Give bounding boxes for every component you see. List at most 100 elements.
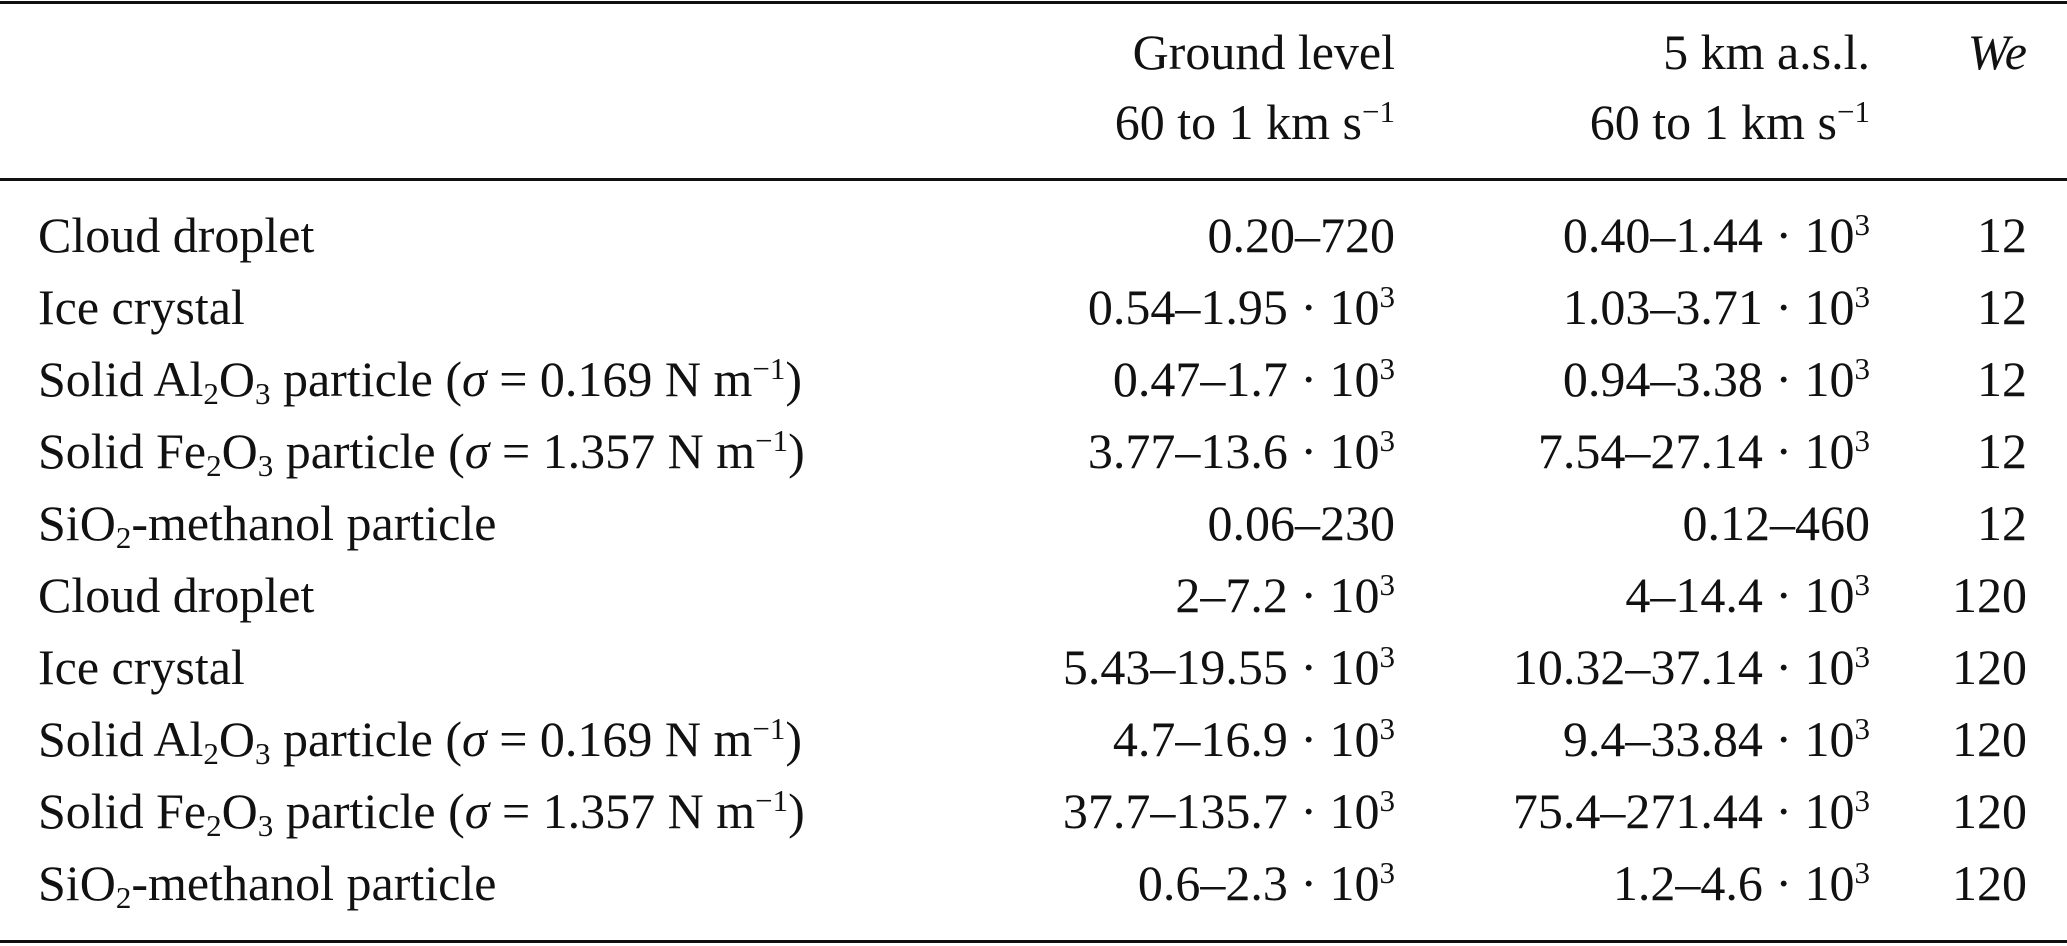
label-exp: −1 — [752, 710, 786, 746]
ground-level-value: 3.77–13.6 · 103 — [1088, 421, 1395, 488]
altitude-base: 1.03–3.71 · 10 — [1562, 279, 1855, 335]
row-label: Solid Fe2O3 particle (σ = 1.357 N m−1) — [38, 781, 805, 848]
label-prefix: Solid Al — [38, 711, 204, 767]
header-ground-exp: −1 — [1362, 93, 1395, 129]
label-exp: −1 — [755, 422, 789, 458]
altitude-base: 0.12–460 — [1682, 495, 1871, 551]
label-close: ) — [785, 351, 803, 407]
altitude-value: 1.03–3.71 · 103 — [1563, 277, 1870, 344]
label-sub2: 3 — [257, 447, 274, 483]
ground-exp: 3 — [1379, 566, 1396, 602]
header-ground-line2: 60 to 1 km s−1 — [1115, 92, 1395, 159]
altitude-base: 9.4–33.84 · 10 — [1562, 711, 1855, 767]
label-close: ) — [788, 423, 805, 479]
header-altitude-unit: 60 to 1 km s — [1589, 94, 1838, 150]
header-altitude-line1: 5 km a.s.l. — [1663, 24, 1870, 80]
label-exp: −1 — [755, 782, 789, 818]
bottom-rule — [0, 940, 2067, 943]
header-ground-line1: Ground level — [1132, 24, 1395, 80]
label-suffix: particle ( — [273, 423, 465, 479]
altitude-base: 10.32–37.14 · 10 — [1512, 639, 1855, 695]
label-sub1: 2 — [206, 447, 222, 483]
ground-level-value: 0.54–1.95 · 103 — [1088, 277, 1395, 344]
ground-base: 5.43–19.55 · 10 — [1062, 639, 1380, 695]
altitude-base: 75.4–271.44 · 10 — [1512, 783, 1855, 839]
label-prefix: Solid Fe — [38, 783, 207, 839]
altitude-base: 1.2–4.6 · 10 — [1612, 855, 1855, 911]
altitude-value: 7.54–27.14 · 103 — [1538, 421, 1870, 488]
ground-base: 4.7–16.9 · 10 — [1112, 711, 1380, 767]
altitude-exp: 3 — [1854, 278, 1871, 314]
altitude-value: 0.12–460 — [1683, 493, 1871, 560]
ground-level-value: 0.47–1.7 · 103 — [1113, 349, 1395, 416]
ground-exp: 3 — [1379, 638, 1396, 674]
altitude-value: 75.4–271.44 · 103 — [1513, 781, 1870, 848]
label-sigma: σ — [462, 351, 487, 407]
ground-exp: 3 — [1379, 854, 1396, 890]
altitude-exp: 3 — [1854, 854, 1871, 890]
ground-exp: 3 — [1379, 278, 1396, 314]
label-sub1: 2 — [203, 375, 219, 411]
altitude-exp: 3 — [1854, 422, 1871, 458]
weber-number: 120 — [1952, 783, 2027, 839]
weber-number: 120 — [1952, 639, 2027, 695]
ground-exp: 3 — [1379, 350, 1396, 386]
ground-base: 0.20–720 — [1207, 207, 1396, 263]
label-value: = 0.169 N m — [486, 711, 753, 767]
label-prefix: Solid Fe — [38, 423, 207, 479]
label-mid: O — [218, 351, 255, 407]
label-sigma: σ — [464, 423, 490, 479]
weber-number: 12 — [1977, 279, 2027, 335]
ground-base: 0.06–230 — [1207, 495, 1396, 551]
row-label: Cloud droplet — [38, 567, 315, 623]
row-label: Ice crystal — [38, 279, 245, 335]
label-sigma: σ — [464, 783, 490, 839]
row-label: SiO2-methanol particle — [38, 853, 496, 920]
ground-level-value: 5.43–19.55 · 103 — [1063, 637, 1395, 704]
ground-exp: 3 — [1379, 422, 1396, 458]
row-label: Cloud droplet — [38, 207, 315, 263]
altitude-value: 9.4–33.84 · 103 — [1563, 709, 1870, 776]
label-exp: −1 — [752, 350, 786, 386]
altitude-base: 4–14.4 · 10 — [1625, 567, 1855, 623]
ground-level-value: 0.20–720 — [1208, 205, 1396, 272]
altitude-value: 1.2–4.6 · 103 — [1613, 853, 1870, 920]
ground-base: 2–7.2 · 10 — [1175, 567, 1380, 623]
altitude-exp: 3 — [1854, 710, 1871, 746]
weber-number: 12 — [1977, 207, 2027, 263]
label-value: = 1.357 N m — [489, 423, 756, 479]
label-suffix: particle ( — [270, 711, 463, 767]
label-mid: O — [221, 783, 258, 839]
label-close: ) — [785, 711, 803, 767]
ground-exp: 3 — [1379, 710, 1396, 746]
label-sub1: 2 — [115, 879, 132, 915]
label-sub2: 3 — [257, 807, 274, 843]
label-prefix: SiO — [38, 855, 116, 911]
row-label: Solid Al2O3 particle (σ = 0.169 N m−1) — [38, 709, 802, 776]
ground-exp: 3 — [1379, 782, 1396, 818]
label-value: = 1.357 N m — [489, 783, 756, 839]
altitude-value: 10.32–37.14 · 103 — [1513, 637, 1870, 704]
ground-base: 0.47–1.7 · 10 — [1112, 351, 1380, 407]
ground-base: 0.6–2.3 · 10 — [1137, 855, 1380, 911]
weber-number: 12 — [1977, 495, 2027, 551]
header-altitude-line2: 60 to 1 km s−1 — [1590, 92, 1870, 159]
altitude-value: 0.94–3.38 · 103 — [1563, 349, 1870, 416]
label-sigma: σ — [462, 711, 487, 767]
ground-base: 3.77–13.6 · 10 — [1087, 423, 1380, 479]
label-sub1: 2 — [206, 807, 222, 843]
altitude-base: 0.40–1.44 · 10 — [1562, 207, 1855, 263]
label-close: ) — [788, 783, 805, 839]
header-altitude-exp: −1 — [1837, 93, 1870, 129]
weber-number: 12 — [1977, 423, 2027, 479]
altitude-base: 7.54–27.14 · 10 — [1537, 423, 1855, 479]
weber-number: 120 — [1952, 855, 2027, 911]
altitude-exp: 3 — [1854, 350, 1871, 386]
ground-level-value: 4.7–16.9 · 103 — [1113, 709, 1395, 776]
ground-level-value: 37.7–135.7 · 103 — [1063, 781, 1395, 848]
label-prefix: SiO — [38, 495, 116, 551]
weber-number: 12 — [1977, 351, 2027, 407]
row-label: SiO2-methanol particle — [38, 493, 496, 560]
altitude-exp: 3 — [1854, 782, 1871, 818]
